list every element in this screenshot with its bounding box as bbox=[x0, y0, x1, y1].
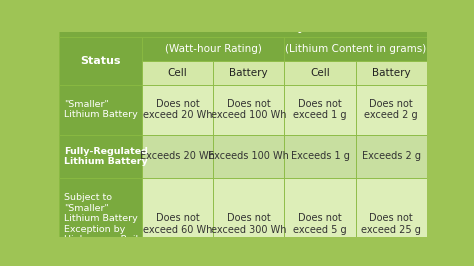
Bar bbox=[142, 178, 213, 266]
Bar bbox=[142, 38, 284, 61]
Bar bbox=[142, 61, 213, 85]
Text: Battery: Battery bbox=[229, 68, 268, 78]
Text: (Watt-hour Rating): (Watt-hour Rating) bbox=[165, 44, 262, 54]
Text: Table Of Lithium Battery Size: Table Of Lithium Battery Size bbox=[152, 23, 334, 33]
Bar bbox=[284, 178, 356, 266]
Text: (Lithium Content in grams): (Lithium Content in grams) bbox=[285, 44, 426, 54]
Text: Does not
exceed 20 Wh: Does not exceed 20 Wh bbox=[143, 99, 212, 120]
Text: Does not
exceed 1 g: Does not exceed 1 g bbox=[293, 99, 347, 120]
Text: Does not
exceed 300 Wh: Does not exceed 300 Wh bbox=[211, 213, 287, 235]
Bar bbox=[59, 85, 142, 135]
Text: Subject to
"Smaller"
Lithium Battery
Exception by
Highway or Rail
Only: Subject to "Smaller" Lithium Battery Exc… bbox=[64, 193, 138, 254]
Text: Cell: Cell bbox=[310, 68, 330, 78]
Bar bbox=[284, 85, 356, 135]
Bar bbox=[284, 61, 356, 85]
Bar bbox=[356, 85, 427, 135]
Bar bbox=[142, 85, 213, 135]
Text: Fully-Regulated
Lithium Battery: Fully-Regulated Lithium Battery bbox=[64, 147, 147, 166]
Text: Exceeds 20 Wh: Exceeds 20 Wh bbox=[140, 151, 215, 161]
Bar bbox=[356, 61, 427, 85]
Bar bbox=[213, 85, 284, 135]
Bar bbox=[59, 178, 142, 266]
Bar bbox=[356, 135, 427, 178]
Bar bbox=[284, 135, 356, 178]
Text: Does not
exceed 5 g: Does not exceed 5 g bbox=[293, 213, 347, 235]
Text: "Smaller"
Lithium Battery: "Smaller" Lithium Battery bbox=[64, 100, 137, 119]
Text: Exceeds 100 Wh: Exceeds 100 Wh bbox=[209, 151, 289, 161]
Bar bbox=[59, 38, 142, 85]
Bar bbox=[213, 61, 284, 85]
Bar bbox=[356, 178, 427, 266]
Text: Status: Status bbox=[80, 56, 121, 66]
Text: Exceeds 2 g: Exceeds 2 g bbox=[362, 151, 420, 161]
Bar bbox=[213, 178, 284, 266]
Text: Does not
exceed 60 Wh: Does not exceed 60 Wh bbox=[143, 213, 212, 235]
Bar bbox=[142, 135, 213, 178]
Text: Does not
exceed 25 g: Does not exceed 25 g bbox=[361, 213, 421, 235]
Bar bbox=[59, 135, 142, 178]
Bar bbox=[59, 19, 427, 38]
Bar bbox=[213, 135, 284, 178]
Bar bbox=[284, 38, 427, 61]
Text: Does not
exceed 100 Wh: Does not exceed 100 Wh bbox=[211, 99, 287, 120]
Text: Does not
exceed 2 g: Does not exceed 2 g bbox=[365, 99, 418, 120]
Text: Cell: Cell bbox=[168, 68, 187, 78]
Text: Battery: Battery bbox=[372, 68, 410, 78]
Text: Exceeds 1 g: Exceeds 1 g bbox=[291, 151, 349, 161]
